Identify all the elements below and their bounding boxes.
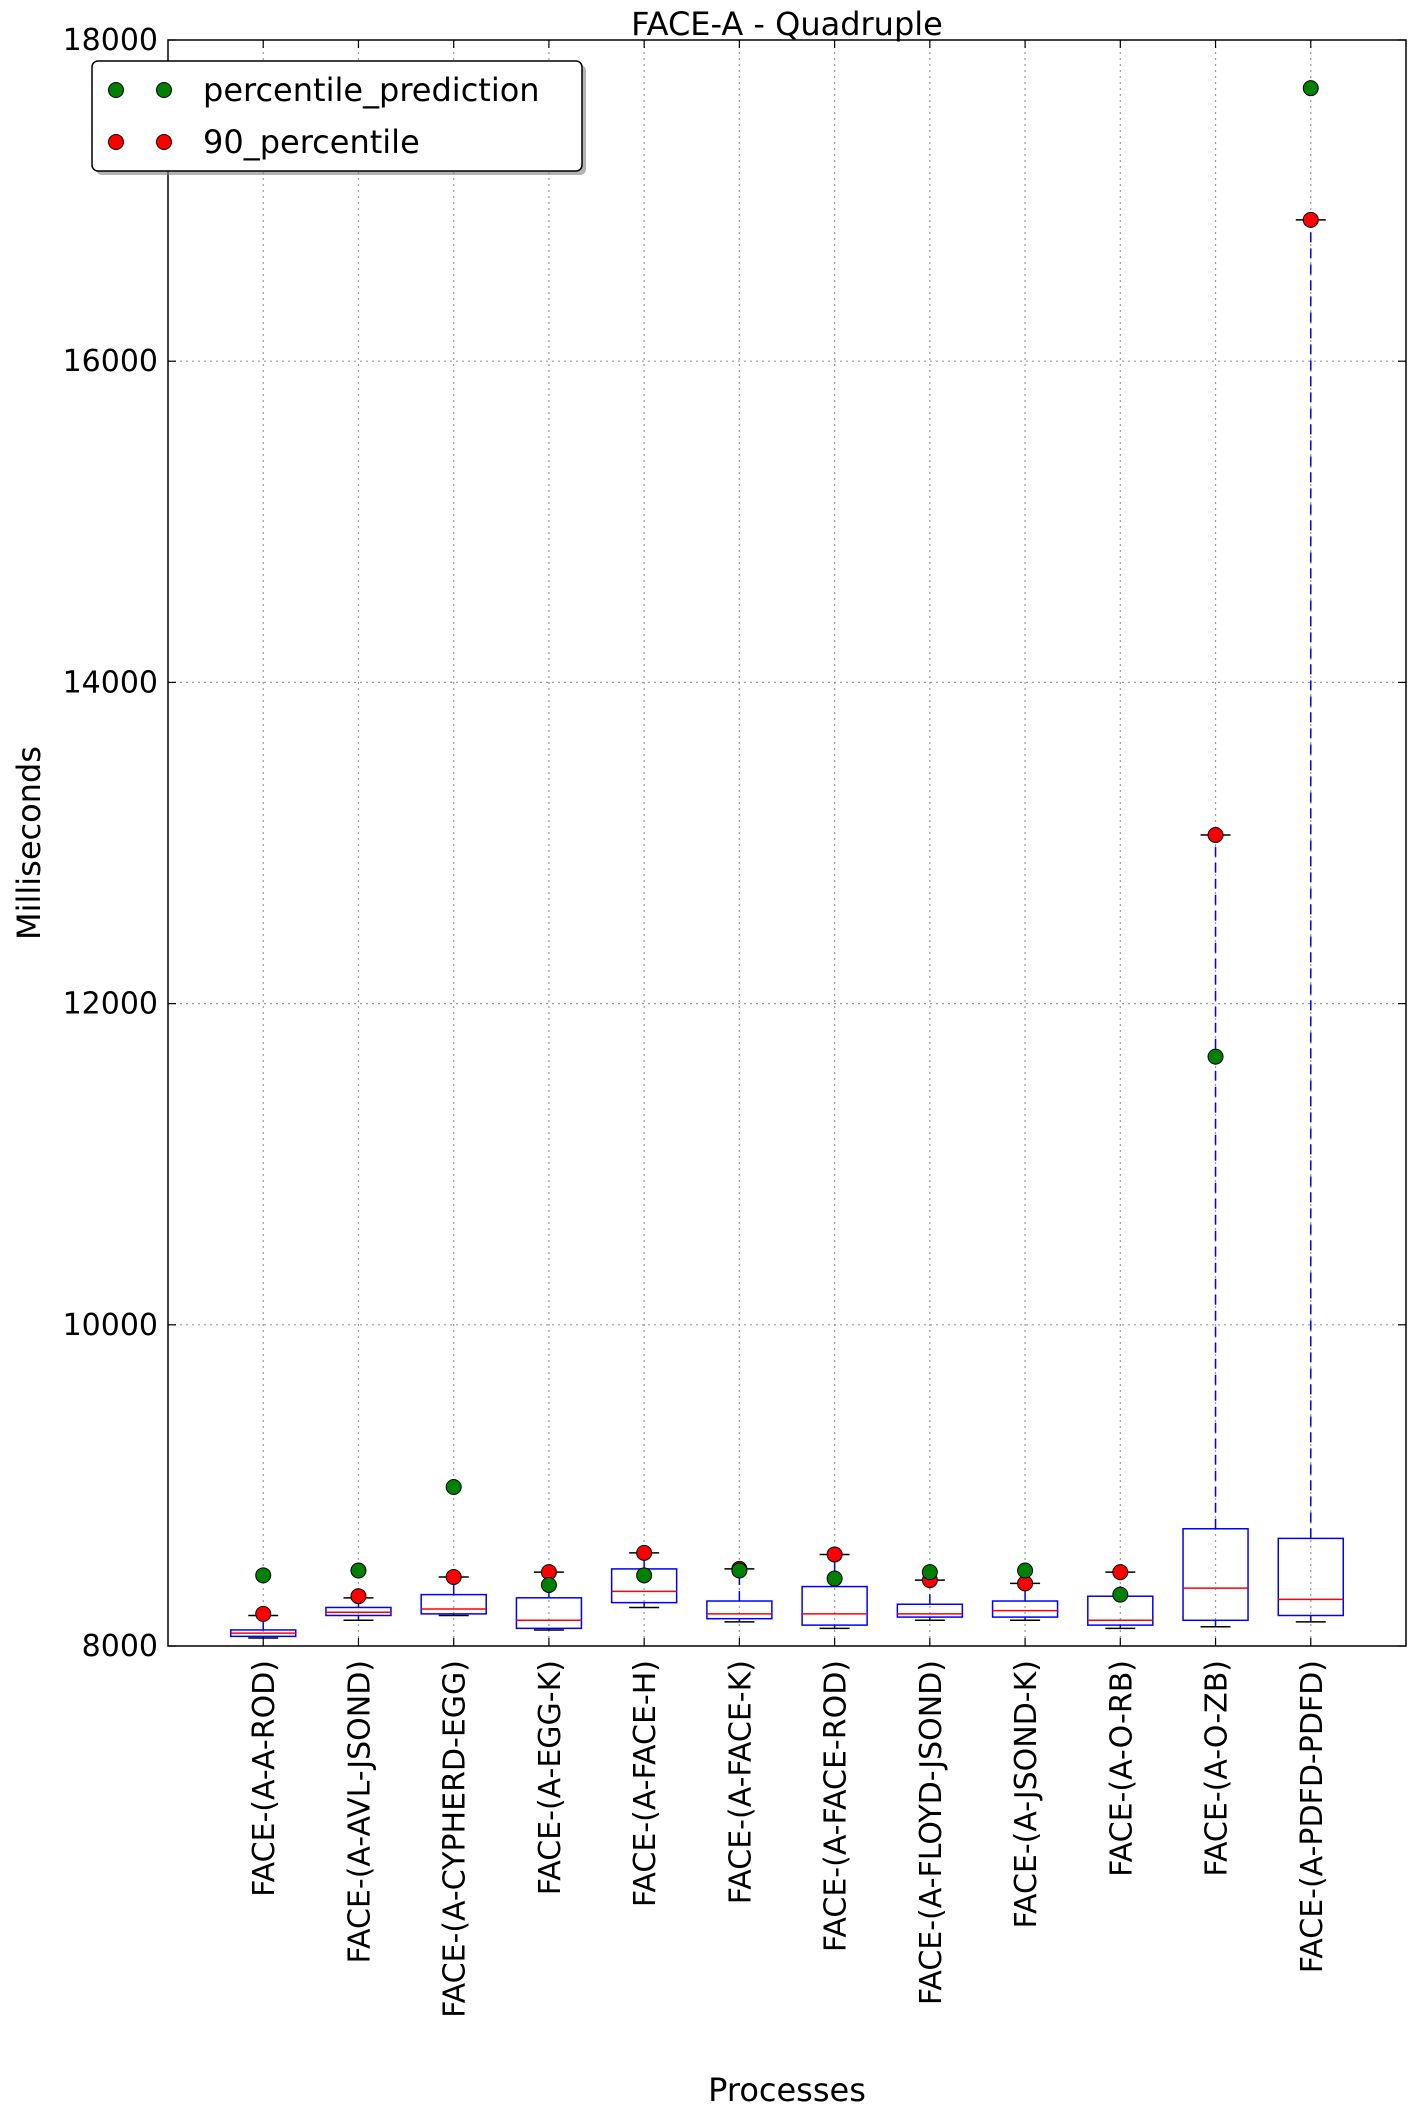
x-tick-label: FACE-(A-FACE-K) xyxy=(723,1660,758,1904)
legend-label-percentile-prediction: percentile_prediction xyxy=(203,71,540,109)
marker-percentile-prediction xyxy=(540,1576,557,1593)
axis-layer: 8000 10000 12000 14000 16000 18000 FACE-(A-A-R… xyxy=(63,23,1406,2018)
x-tick-label: FACE-(A-O-ZB) xyxy=(1200,1660,1235,1877)
box-12 xyxy=(1277,219,1345,1623)
marker-percentile-prediction xyxy=(1112,1586,1129,1603)
marker-percentile-prediction xyxy=(1017,1562,1034,1579)
box-body xyxy=(1182,1528,1249,1622)
y-tick-label: 18000 xyxy=(63,23,158,58)
legend-box xyxy=(91,60,583,172)
marker-percentile-prediction xyxy=(1207,1048,1224,1065)
x-tick-label: FACE-(A-O-RB) xyxy=(1104,1660,1139,1877)
marker-percentile-prediction xyxy=(921,1564,938,1581)
box-9 xyxy=(991,1582,1059,1622)
x-tick-label: FACE-(A-CYPHERD-EGG) xyxy=(438,1660,473,2018)
chart-title: FACE-A - Quadruple xyxy=(631,5,943,43)
box-body xyxy=(706,1600,773,1620)
legend-marker-90-percentile xyxy=(108,134,124,150)
marker-90-percentile xyxy=(1302,211,1319,228)
marker-90-percentile xyxy=(445,1568,462,1585)
x-tick-label: FACE-(A-FLOYD-JSOND) xyxy=(914,1660,949,2005)
marker-percentile-prediction xyxy=(731,1562,748,1579)
marker-percentile-prediction xyxy=(350,1562,367,1579)
legend: percentile_prediction 90_percentile xyxy=(91,60,586,175)
marker-90-percentile xyxy=(255,1605,272,1622)
box-body xyxy=(801,1585,868,1626)
legend-marker-percentile-prediction xyxy=(156,82,172,98)
marker-percentile-prediction xyxy=(255,1567,272,1584)
y-tick-label: 14000 xyxy=(63,665,158,700)
marker-percentile-prediction xyxy=(1302,80,1319,97)
x-tick-label: FACE-(A-PDFD-PDFD) xyxy=(1295,1660,1330,1973)
grid-lines xyxy=(168,40,1406,1646)
marker-90-percentile xyxy=(636,1544,653,1561)
box-body xyxy=(420,1593,487,1615)
x-tick-label: FACE-(A-A-ROD) xyxy=(247,1660,282,1897)
y-tick-label: 16000 xyxy=(63,344,158,379)
box-body xyxy=(1277,1537,1345,1617)
x-tick-label: FACE-(A-JSOND-K) xyxy=(1009,1660,1044,1929)
marker-layer xyxy=(255,80,1319,1622)
y-axis-label: Milliseconds xyxy=(10,746,48,940)
box-body xyxy=(991,1600,1059,1618)
marker-percentile-prediction xyxy=(636,1567,653,1584)
marker-percentile-prediction xyxy=(826,1570,843,1587)
box-body xyxy=(896,1603,964,1618)
legend-marker-percentile-prediction xyxy=(108,82,124,98)
y-tick-label: 8000 xyxy=(82,1629,158,1664)
x-tick-label: FACE-(A-EGG-K) xyxy=(533,1660,568,1895)
box-body xyxy=(325,1606,392,1617)
marker-90-percentile xyxy=(1112,1564,1129,1581)
x-tick-label: FACE-(A-FACE-H) xyxy=(628,1660,663,1907)
y-tick-label: 10000 xyxy=(63,1308,158,1343)
box-11 xyxy=(1182,834,1249,1628)
box-1 xyxy=(229,1614,297,1639)
plot-area-frame xyxy=(167,39,1407,1647)
marker-90-percentile xyxy=(826,1546,843,1563)
x-tick-label: FACE-(A-FACE-ROD) xyxy=(819,1660,854,1952)
legend-marker-90-percentile xyxy=(156,134,172,150)
box-body xyxy=(515,1597,583,1630)
y-tick-label: 12000 xyxy=(63,987,158,1022)
marker-90-percentile xyxy=(1207,826,1224,843)
x-axis-label: Processes xyxy=(708,2071,866,2109)
legend-label-90-percentile: 90_percentile xyxy=(203,123,420,161)
marker-percentile-prediction xyxy=(445,1479,462,1496)
x-tick-label: FACE-(A-AVL-JSOND) xyxy=(342,1660,377,1964)
marker-90-percentile xyxy=(350,1588,367,1605)
